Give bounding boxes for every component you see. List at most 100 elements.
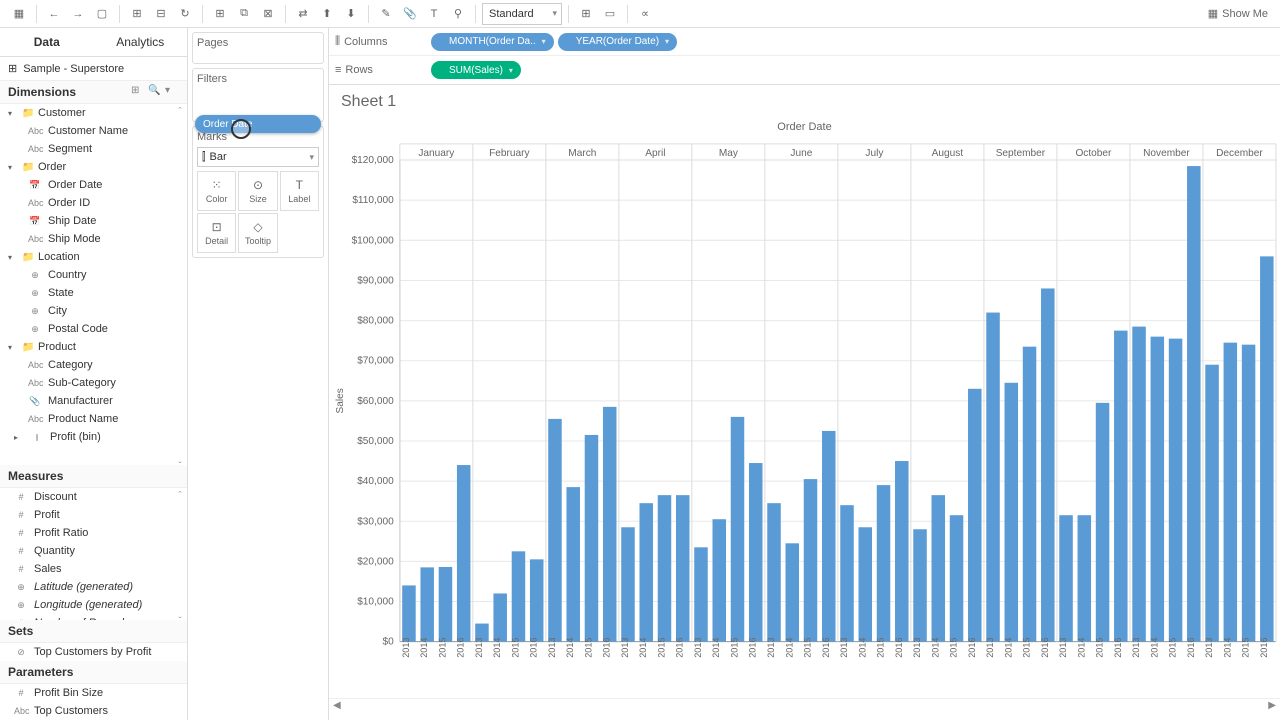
color-mark-button[interactable]: ⁙Color [197, 171, 236, 211]
chart-bar[interactable] [420, 567, 434, 641]
tableau-logo-icon[interactable]: ▦ [8, 3, 30, 25]
chart-bar[interactable] [877, 485, 891, 642]
chart-bar[interactable] [548, 419, 562, 642]
view-icon[interactable]: ⊞ [131, 85, 145, 99]
share-icon[interactable]: ∝ [634, 3, 656, 25]
presentation-icon[interactable]: ▭ [599, 3, 621, 25]
autoupdate-icon[interactable]: ⊟ [150, 3, 172, 25]
chart-bar[interactable] [1151, 337, 1165, 642]
pin-icon[interactable]: ⚲ [447, 3, 469, 25]
dragging-pill[interactable]: Order Date [195, 115, 321, 133]
chart-bar[interactable] [603, 407, 617, 642]
measure-field[interactable]: #Profit Ratio [0, 524, 187, 542]
parameter-field[interactable]: AbcTop Customers [0, 702, 187, 720]
scroll-right-icon[interactable]: ▶ [1268, 700, 1276, 711]
dimension-field[interactable]: ▸⫾Profit (bin) [0, 428, 187, 446]
rows-shelf[interactable]: ≡Rows SUM(Sales) [329, 56, 1280, 84]
search-icon[interactable]: 🔍 [148, 85, 162, 99]
chart-bar[interactable] [1260, 256, 1274, 641]
chart-bar[interactable] [1169, 339, 1183, 642]
chart-bar[interactable] [402, 585, 416, 641]
chart-bar[interactable] [1041, 288, 1055, 641]
chart-bar[interactable] [712, 519, 726, 641]
tooltip-mark-button[interactable]: ◇Tooltip [238, 213, 277, 253]
cards-icon[interactable]: ⊞ [575, 3, 597, 25]
horizontal-scrollbar[interactable]: ◀ ▶ [329, 698, 1280, 712]
sheet-title[interactable]: Sheet 1 [329, 85, 1280, 119]
columns-shelf[interactable]: ⫼Columns MONTH(Order Da..YEAR(Order Date… [329, 28, 1280, 56]
chart-bar[interactable] [1023, 347, 1037, 642]
chart-bar[interactable] [1132, 327, 1146, 642]
chart-bar[interactable] [968, 389, 982, 642]
chart-bar[interactable] [639, 503, 653, 641]
dimension-field[interactable]: 📎Manufacturer [0, 392, 187, 410]
dimension-group[interactable]: ▾📁Location [0, 248, 187, 266]
chart-bar[interactable] [1224, 343, 1238, 642]
dimension-field[interactable]: AbcCategory [0, 356, 187, 374]
dimension-group[interactable]: ▾📁Product [0, 338, 187, 356]
chart-bar[interactable] [859, 527, 873, 641]
chart-bar[interactable] [767, 503, 781, 641]
column-pill[interactable]: YEAR(Order Date) [558, 33, 677, 51]
show-me-button[interactable]: ▦ Show Me [1204, 7, 1272, 20]
sort-desc-icon[interactable]: ⬇ [340, 3, 362, 25]
chart-bar[interactable] [731, 417, 745, 642]
chart-bar[interactable] [457, 465, 471, 642]
chart-bar[interactable] [822, 431, 836, 642]
dimension-group[interactable]: ▾📁Order [0, 158, 187, 176]
chart-bar[interactable] [566, 487, 580, 642]
chart-bar[interactable] [913, 529, 927, 641]
totals-icon[interactable]: T [423, 3, 445, 25]
new-datasource-icon[interactable]: ⊞ [126, 3, 148, 25]
chart-bar[interactable] [1096, 403, 1110, 642]
detail-mark-button[interactable]: ⊡Detail [197, 213, 236, 253]
scroll-down-icon[interactable]: ˬ [175, 608, 185, 618]
refresh-icon[interactable]: ↻ [174, 3, 196, 25]
dimension-field[interactable]: AbcOrder ID [0, 194, 187, 212]
measure-field[interactable]: #Profit [0, 506, 187, 524]
scroll-down-icon[interactable]: ˬ [175, 453, 185, 463]
duplicate-icon[interactable]: ⧉ [233, 3, 255, 25]
measure-field[interactable]: ⊕Latitude (generated) [0, 578, 187, 596]
chart-bar[interactable] [749, 463, 763, 642]
chart-bar[interactable] [840, 505, 854, 641]
chart-bar[interactable] [932, 495, 946, 641]
scroll-up-icon[interactable]: ˆ [175, 106, 185, 116]
save-icon[interactable]: ▢ [91, 3, 113, 25]
analytics-tab[interactable]: Analytics [94, 28, 188, 56]
chart-bar[interactable] [786, 543, 800, 641]
scroll-left-icon[interactable]: ◀ [333, 700, 341, 711]
data-tab[interactable]: Data [0, 28, 94, 56]
chart-bar[interactable] [621, 527, 635, 641]
dimension-field[interactable]: ⊕Postal Code [0, 320, 187, 338]
dimension-field[interactable]: 📅Order Date [0, 176, 187, 194]
parameter-field[interactable]: #Profit Bin Size [0, 684, 187, 702]
forward-icon[interactable]: → [67, 3, 89, 25]
chart-bar[interactable] [658, 495, 672, 641]
fit-select[interactable]: Standard [482, 3, 562, 25]
chart-bar[interactable] [986, 313, 1000, 642]
highlight-icon[interactable]: ✎ [375, 3, 397, 25]
pages-shelf[interactable]: Pages [192, 32, 324, 64]
chart-bar[interactable] [950, 515, 964, 641]
dimension-field[interactable]: AbcSegment [0, 140, 187, 158]
set-field[interactable]: ⊘Top Customers by Profit [0, 643, 187, 661]
dimension-field[interactable]: AbcCustomer Name [0, 122, 187, 140]
chart-bar[interactable] [804, 479, 818, 642]
sort-asc-icon[interactable]: ⬆ [316, 3, 338, 25]
dimension-group[interactable]: ▾📁Customer [0, 104, 187, 122]
mark-type-select[interactable]: ⫿ Bar [197, 147, 319, 167]
new-worksheet-icon[interactable]: ⊞ [209, 3, 231, 25]
filters-shelf[interactable]: Filters [192, 68, 324, 122]
bar-chart[interactable]: $0$10,000$20,000$30,000$40,000$50,000$60… [329, 135, 1280, 695]
chart-bar[interactable] [1205, 365, 1219, 642]
group-icon[interactable]: 📎 [399, 3, 421, 25]
chart-bar[interactable] [585, 435, 599, 642]
measure-field[interactable]: #Sales [0, 560, 187, 578]
menu-icon[interactable]: ▾ [165, 85, 179, 99]
chart-bar[interactable] [1005, 383, 1019, 642]
chart-bar[interactable] [1187, 166, 1201, 642]
measure-field[interactable]: #Number of Records [0, 614, 187, 620]
dimension-field[interactable]: AbcProduct Name [0, 410, 187, 428]
clear-icon[interactable]: ⊠ [257, 3, 279, 25]
